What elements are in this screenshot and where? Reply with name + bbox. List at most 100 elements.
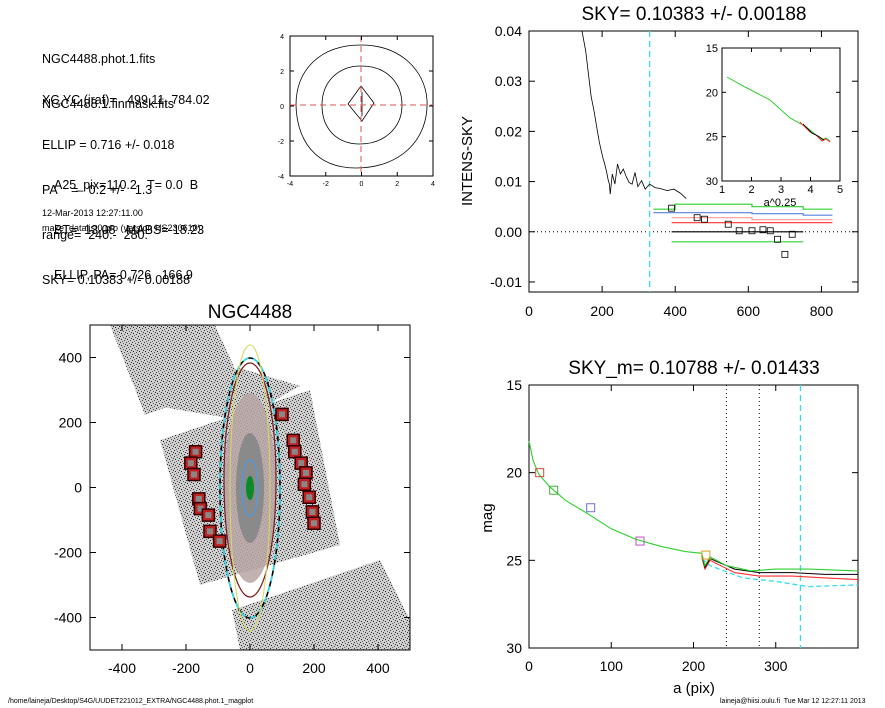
intens-square-marker [668,204,675,212]
mag-x-tick-label: 100 [600,658,624,674]
mask-box-inner [309,508,316,515]
mag-black-curve [701,554,858,575]
image-y-tick-label: -200 [54,545,82,561]
intens-y-tick-label: 0.00 [495,224,522,240]
image-field-bottom [232,560,410,650]
mask-box-inner [279,411,285,418]
inset-y-tick-label: 30 [706,176,718,188]
intens-square-marker [701,215,708,223]
inset-frame [721,47,841,182]
intens-x-tick-label: 600 [737,303,761,319]
contour-lines [295,44,428,169]
mask-box-inner [207,528,213,535]
intens-profile-line [581,30,687,199]
mag-square-marker [635,536,645,546]
mag-square-marker [535,468,545,478]
mag-x-tick-label: 200 [682,658,706,674]
info-block-params: A25_pix=110.2 T= 0.0 B BT= 13.08 MABS=-1… [54,148,204,298]
intens-sky-step [653,203,833,210]
contour-x-tick-label: 2 [395,181,399,188]
intens-sky-step [653,212,833,216]
image-field-top [110,325,240,415]
intens-square-marker [748,227,756,235]
mag-y-tick-label: 25 [506,552,522,568]
inset-xlabel: a^0.25 [764,197,797,209]
intens-square-marker [693,214,701,222]
info-line-phot-file: NGC4488.phot.1.fits [42,52,156,66]
mask-box-inner [301,481,308,488]
mask-box-inner [197,505,204,512]
image-x-tick-label: -200 [172,660,200,676]
image-x-tick-label: 200 [302,660,326,676]
inset-y-tick-label: 20 [706,87,718,99]
inset-x-tick-label: 2 [748,184,754,196]
image-y-tick-label: 0 [74,480,82,496]
inset-panel: 1 2 3 4 5 15 20 25 30 a^0.25 [706,43,843,209]
inset-x-tick-label: 1 [719,184,725,196]
mag-xlabel: a (pix) [673,680,715,697]
isophote-red [223,362,277,598]
contour-y-tick-label: 2 [280,69,284,76]
mag-y-tick-label: 15 [506,377,522,393]
inset-x-tick-label: 4 [807,184,813,196]
intens-y-tick-label: -0.01 [490,274,522,290]
mag-x-tick-label: 0 [525,658,533,674]
intens-x-tick-label: 0 [525,303,533,319]
contour-outer [295,44,428,169]
mag-y-tick-label: 30 [506,640,522,656]
mask-box-inner [191,471,197,478]
contour-y-tick-label: 4 [280,34,284,41]
mask-box-inner [216,538,223,545]
info-date: 12-Mar-2013 12:27:11.00 [42,208,143,218]
mag-square-marker [549,485,559,495]
contour-x-tick-label: -2 [323,181,329,188]
mask-box-inner [205,512,212,519]
footer-path: /home/laineja/Desktop/S4G/UUDET221012_EX… [8,698,254,705]
intens-title: SKY= 0.10383 +/- 0.00188 [581,4,806,25]
intens-square-marker [781,250,789,258]
image-x-tick-label: -400 [108,660,136,676]
contour-x-tick-label: 4 [431,181,435,188]
intens-ylabel: INTENS-SKY [459,116,476,206]
info-block-files: NGC4488.phot.1.fits NGC4488.1.finmask.fi… [42,22,174,127]
image-y-tick-label: 400 [59,350,83,366]
info-block-fit: XC,YC (iraf)= 499.11, 784.02 ELLIP = 0.7… [42,63,210,303]
mag-red-curve [701,556,859,581]
mask-box-inner [298,460,305,467]
mask-boxes [184,407,321,548]
footer-stamp: laineja@hiisi.oulu.fi Tue Mar 12 12:27:1… [720,698,866,705]
image-y-tick-label: 200 [59,415,83,431]
mask-box-inner [291,448,298,455]
info-line-range: range= 240.- 280. [42,228,148,242]
intens-panel: SKY= 0.10383 +/- 0.00188 INTENS-SKY 0 20 0… [459,4,859,319]
contour-y-tick-label: 0 [280,104,284,111]
mag-green-curve [528,440,859,572]
intens-sky-step [671,217,833,221]
isophote-yellow [229,344,271,632]
image-panel: NGC4488 -400 -200 0 200 400 400 200 0 -200 -400 [54,302,411,676]
mask-box-inner [290,437,297,444]
contour-x-tick-label: -4 [287,181,293,188]
mag-title: SKY_m= 0.10788 +/- 0.01433 [568,358,819,379]
inset-y-tick-label: 15 [706,43,718,55]
inset-x-tick-label: 5 [837,184,843,196]
info-line-ellip: ELLIP = 0.716 +/- 0.018 [42,138,175,152]
intens-square-marker [735,227,743,235]
info-line-mask-file: NGC4488.1.finmask.fits [42,97,174,111]
intens-x-tick-label: 400 [664,303,688,319]
mask-box-inner [192,448,199,455]
inset-black-curve [802,123,825,141]
mag-ylabel: mag [479,503,496,532]
intens-y-tick-label: 0.03 [495,73,522,89]
mag-panel: SKY_m= 0.10788 +/- 0.01433 mag a (pix) 0… [479,358,859,697]
intens-frame [528,30,859,293]
mag-x-tick-label: 300 [764,658,788,674]
info-program: make_datalist0.pro (version HS230610) [42,223,201,233]
contour-y-tick-label: -2 [278,139,284,146]
mask-box-inner [311,520,317,527]
mag-y-tick-label: 20 [506,465,522,481]
intens-square-marker [759,226,767,234]
image-content [110,325,410,650]
info-line-ellip-pa: ELLIP, PA= 0.726 166.9 [54,268,193,282]
mag-square-marker [586,503,596,513]
